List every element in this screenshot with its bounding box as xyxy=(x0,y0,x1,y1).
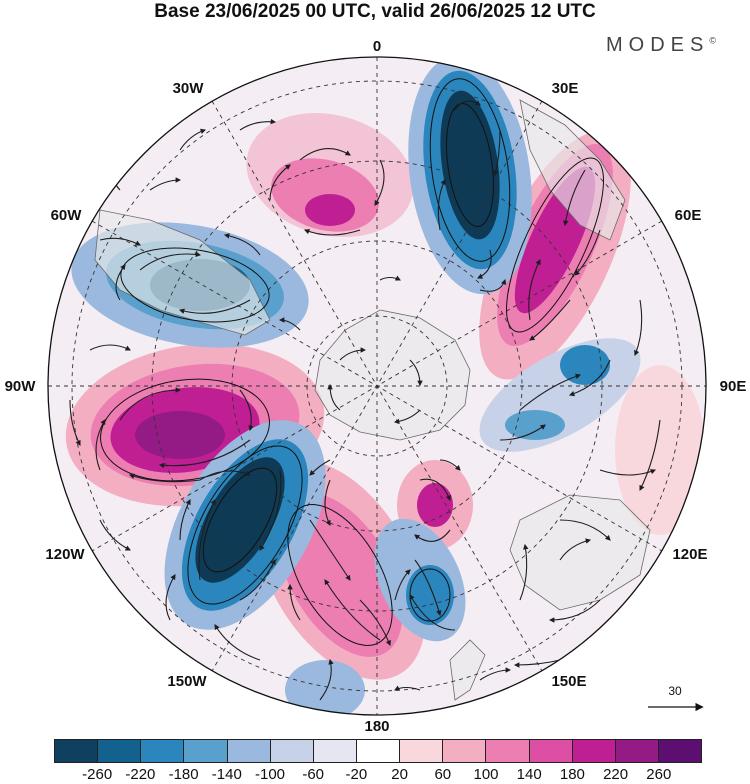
lon-label-150w: 150W xyxy=(167,673,207,690)
colorbar-swatch xyxy=(184,740,228,762)
africa xyxy=(519,99,626,241)
reference-vector-label: 30 xyxy=(668,684,682,698)
colorbar-tick-label: -260 xyxy=(82,766,113,783)
antarctica xyxy=(314,309,471,441)
colorbar-tick-label: -140 xyxy=(211,766,242,783)
colorbar-swatch xyxy=(98,740,142,762)
colorbar-swatch xyxy=(443,740,487,762)
colorbar-tick-label: 60 xyxy=(434,766,452,783)
map-title: Base 23/06/2025 00 UTC, valid 26/06/2025… xyxy=(154,1,596,22)
colorbar-tick-labels: -260 -220 -180 -140 -100 -60 -20 20 60 100 140 180 2… xyxy=(0,766,750,784)
colorbar-swatch xyxy=(615,740,659,762)
colorbar-swatch xyxy=(356,740,401,762)
brand-mark: © xyxy=(709,35,716,46)
colorbar-swatch xyxy=(400,740,444,762)
colorbar-swatch xyxy=(572,740,616,762)
colorbar-swatch xyxy=(486,740,530,762)
lon-label-90e: 90E xyxy=(720,378,747,395)
lon-label-60w: 60W xyxy=(51,207,83,224)
colorbar-tick-label: -180 xyxy=(168,766,199,783)
polar-map: 0 30E 60E 90E 120E 150E 180 150W 120W 90… xyxy=(5,38,747,735)
colorbar-tick-label: 220 xyxy=(603,766,629,783)
lon-label-150e: 150E xyxy=(551,673,586,690)
colorbar-swatch xyxy=(529,740,573,762)
colorbar-tick-label: -20 xyxy=(345,766,368,783)
colorbar xyxy=(54,739,702,763)
australia xyxy=(509,494,651,611)
wind-vectors xyxy=(69,100,661,701)
colorbar-swatch xyxy=(141,740,185,762)
lon-label-120w: 120W xyxy=(45,546,85,563)
lon-label-0: 0 xyxy=(373,38,381,55)
colorbar-tick-label: 260 xyxy=(646,766,672,783)
colorbar-swatch xyxy=(270,740,314,762)
colorbar-tick-label: -100 xyxy=(254,766,286,783)
colorbar-tick-label: 20 xyxy=(391,766,408,783)
colorbar-tick-label: 100 xyxy=(473,766,499,783)
colorbar-swatch xyxy=(55,740,99,762)
brand-logo: MODES© xyxy=(606,34,716,57)
colorbar-tick-label: 180 xyxy=(559,766,585,783)
lon-label-30w: 30W xyxy=(173,80,205,97)
brand-text: MODES xyxy=(606,34,710,56)
colorbar-swatch xyxy=(658,740,702,762)
new-zealand xyxy=(449,639,486,701)
lon-label-30e: 30E xyxy=(552,80,579,97)
longitude-labels: 0 30E 60E 90E 120E 150E 180 150W 120W 90… xyxy=(5,38,747,735)
colorbar-swatch xyxy=(227,740,271,762)
lon-label-180: 180 xyxy=(364,718,389,735)
lon-label-120e: 120E xyxy=(672,546,707,563)
map-boundary xyxy=(47,56,707,716)
colorbar-tick-label: 140 xyxy=(516,766,542,783)
colorbar-tick-label: -220 xyxy=(125,766,156,783)
colorbar-swatch xyxy=(313,740,357,762)
colorbar-tick-label: -60 xyxy=(302,766,325,783)
lon-label-90w: 90W xyxy=(5,378,37,395)
contours xyxy=(100,78,604,646)
map-field xyxy=(48,57,706,715)
graticule xyxy=(48,57,706,715)
lon-label-60e: 60E xyxy=(675,207,702,224)
